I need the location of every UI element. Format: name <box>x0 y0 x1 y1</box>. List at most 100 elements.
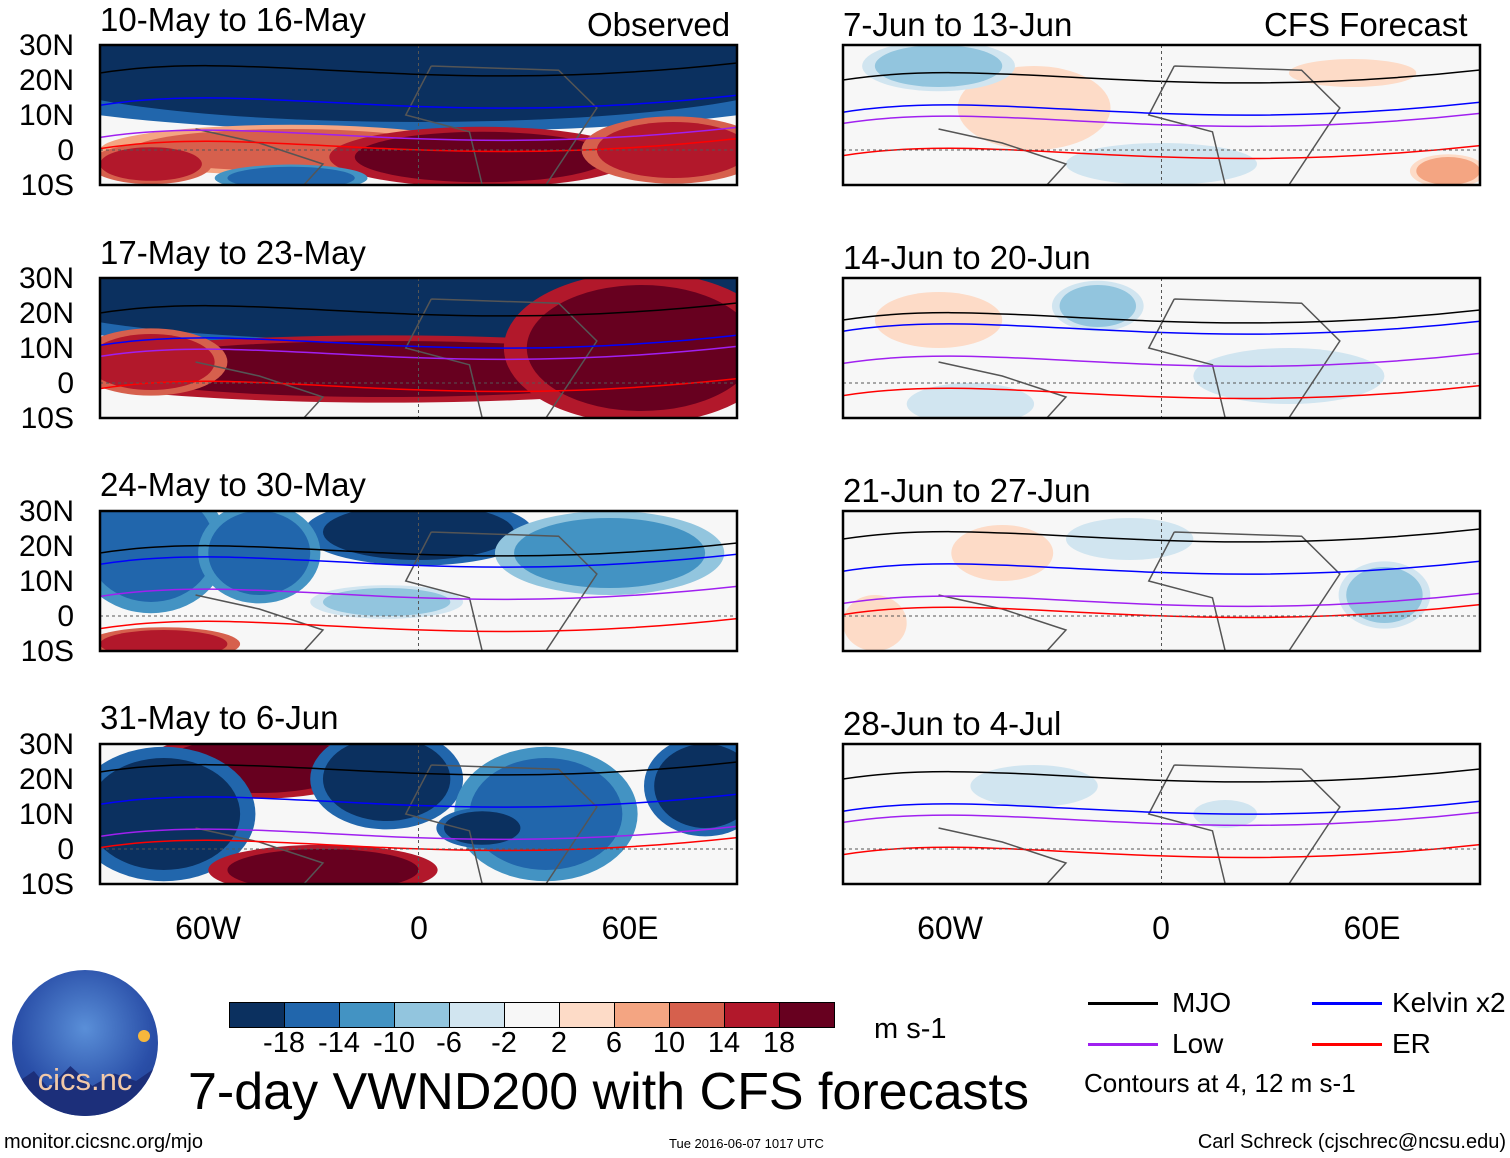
lon-label: 60E <box>1343 910 1401 946</box>
contour-line <box>100 94 737 109</box>
contour-line <box>100 825 737 841</box>
colorbar-swatch <box>340 1003 395 1027</box>
lat-label: 10N <box>18 565 74 598</box>
map-panel <box>98 43 739 187</box>
legend-label: Low <box>1172 1028 1224 1059</box>
contour-line <box>843 528 1480 543</box>
contour-line <box>100 126 737 142</box>
wind-anomaly-shading <box>1065 143 1258 185</box>
lon-label: 60W <box>175 910 241 946</box>
wind-anomaly-shading <box>100 758 241 870</box>
contour-line <box>100 542 737 557</box>
lat-label: 20N <box>18 763 74 796</box>
wind-anomaly-shading <box>1288 59 1417 87</box>
colorbar-label: -18 <box>263 1027 305 1059</box>
legend-line-kelvin <box>1312 1002 1382 1005</box>
wind-anomaly-shading <box>843 595 907 651</box>
colorbar-swatch <box>725 1003 780 1027</box>
contour-line <box>100 334 737 349</box>
contour-line <box>100 302 737 317</box>
colorbar-label: -14 <box>318 1027 360 1059</box>
wind-anomaly-shading <box>1059 285 1137 327</box>
map-panel <box>841 742 1482 886</box>
wind-anomaly-shading <box>227 849 419 884</box>
colorbar-swatch <box>450 1003 505 1027</box>
lat-label: 20N <box>18 297 74 330</box>
contour-line <box>843 811 1480 827</box>
contour-line <box>100 377 737 393</box>
wind-anomaly-shading <box>1416 157 1480 185</box>
lat-label: 20N <box>18 64 74 97</box>
colorbar-swatch <box>560 1003 615 1027</box>
contour-line <box>843 144 1480 160</box>
contour-line <box>843 112 1480 128</box>
contour-line <box>843 603 1480 619</box>
lat-label: 10N <box>18 798 74 831</box>
coastline <box>195 65 598 185</box>
lat-label: 30N <box>18 495 74 528</box>
contour-line <box>100 345 737 361</box>
contour-line <box>100 553 737 568</box>
lat-label: 0 <box>57 134 74 167</box>
contour-line <box>100 62 737 77</box>
panel-title: 24-May to 30-May <box>100 466 366 503</box>
panel-title: 31-May to 6-Jun <box>100 699 339 736</box>
observed-label: Observed <box>587 6 731 43</box>
panel-title: 28-Jun to 4-Jul <box>843 705 1062 742</box>
lon-label: 60W <box>917 910 983 946</box>
logo-text: cics.nc <box>37 1062 133 1097</box>
contour-line <box>843 560 1480 575</box>
contour-line <box>843 384 1480 400</box>
map-panel <box>841 276 1482 420</box>
contour-line <box>843 309 1480 324</box>
coastline <box>195 764 598 884</box>
contour-line <box>100 793 737 808</box>
colorbar-label: -10 <box>373 1027 415 1059</box>
colorbar-swatch <box>230 1003 285 1027</box>
legend-label: Kelvin x2 <box>1392 987 1506 1018</box>
colorbar-swatch <box>670 1003 725 1027</box>
wind-anomaly-shading <box>970 765 1098 807</box>
lat-label: 10S <box>20 868 74 901</box>
cics-logo: cics.nc <box>12 970 158 1116</box>
contour-line <box>843 352 1480 368</box>
panel-frame <box>98 742 739 886</box>
colorbar-label: 10 <box>652 1027 686 1059</box>
legend-line-mjo <box>1088 1002 1158 1005</box>
lat-label: 10S <box>20 169 74 202</box>
map-panel <box>841 509 1482 653</box>
legend-line-er <box>1312 1043 1382 1046</box>
contour-line <box>100 137 737 153</box>
colorbar <box>229 1002 835 1028</box>
lat-label: 0 <box>57 600 74 633</box>
contour-line <box>843 592 1480 608</box>
contour-line <box>843 320 1480 335</box>
panel-title: 21-Jun to 27-Jun <box>843 472 1091 509</box>
colorbar-label: 2 <box>550 1027 568 1059</box>
wind-anomaly-shading <box>1193 348 1385 404</box>
lat-label: 10N <box>18 99 74 132</box>
colorbar-swatch <box>780 1003 834 1027</box>
contour-line <box>843 843 1480 859</box>
colorbar-label: -2 <box>491 1027 517 1059</box>
panel-frame <box>841 509 1482 653</box>
lat-label: 10S <box>20 402 74 435</box>
contour-line <box>100 836 737 852</box>
map-panel <box>98 742 739 886</box>
footer-author: Carl Schreck (cjschrec@ncsu.edu) <box>1197 1131 1506 1153</box>
panel-frame <box>98 43 739 187</box>
contour-line <box>100 617 737 633</box>
contour-line <box>843 69 1480 84</box>
figure-title: 7-day VWND200 with CFS forecasts <box>188 1063 1029 1121</box>
panel-frame <box>841 43 1482 187</box>
wind-anomaly-shading <box>874 45 1003 87</box>
lon-label: 0 <box>1152 910 1170 946</box>
lat-label: 10S <box>20 635 74 668</box>
wind-anomaly-shading <box>322 588 451 616</box>
lat-label: 10N <box>18 332 74 365</box>
contour-line <box>843 101 1480 116</box>
footer-url: monitor.cicsnc.org/mjo <box>4 1131 203 1153</box>
lat-label: 30N <box>18 29 74 62</box>
